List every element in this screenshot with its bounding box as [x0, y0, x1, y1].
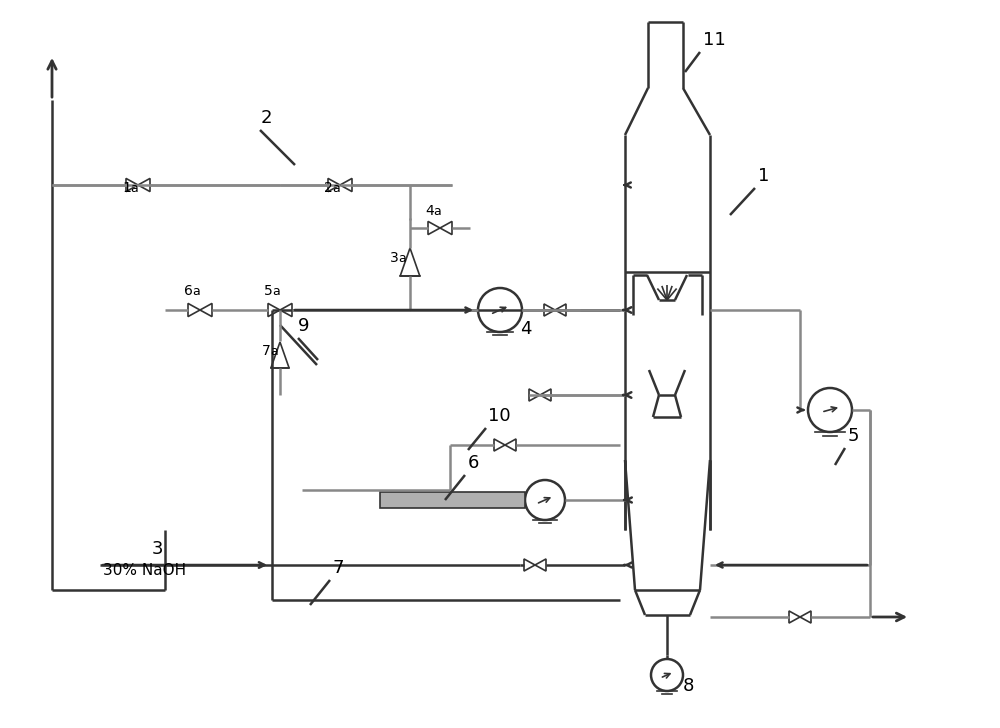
- Text: 4: 4: [520, 320, 532, 338]
- Text: 7: 7: [333, 559, 344, 577]
- Text: 6: 6: [184, 284, 193, 298]
- Text: 1: 1: [122, 181, 131, 195]
- Text: 8: 8: [683, 677, 694, 695]
- Text: 7: 7: [262, 344, 271, 358]
- Text: a: a: [433, 205, 441, 218]
- Text: 3: 3: [152, 540, 164, 558]
- Text: a: a: [130, 182, 138, 195]
- Text: 4: 4: [425, 204, 434, 218]
- Text: 5: 5: [848, 427, 860, 445]
- Text: 9: 9: [298, 317, 310, 335]
- Text: 2: 2: [261, 109, 272, 127]
- Text: 6: 6: [468, 454, 479, 472]
- Text: 5: 5: [264, 284, 273, 298]
- Text: a: a: [272, 285, 280, 298]
- Text: 1: 1: [758, 167, 769, 185]
- Bar: [380, 492, 525, 508]
- Text: a: a: [270, 345, 278, 358]
- Text: 11: 11: [703, 31, 726, 49]
- Text: 10: 10: [488, 407, 511, 425]
- Text: a: a: [332, 182, 340, 195]
- Text: a: a: [192, 285, 200, 298]
- Text: a: a: [398, 252, 406, 265]
- Text: 3: 3: [390, 251, 399, 265]
- Text: 2: 2: [324, 181, 333, 195]
- Text: 30% NaOH: 30% NaOH: [103, 563, 186, 578]
